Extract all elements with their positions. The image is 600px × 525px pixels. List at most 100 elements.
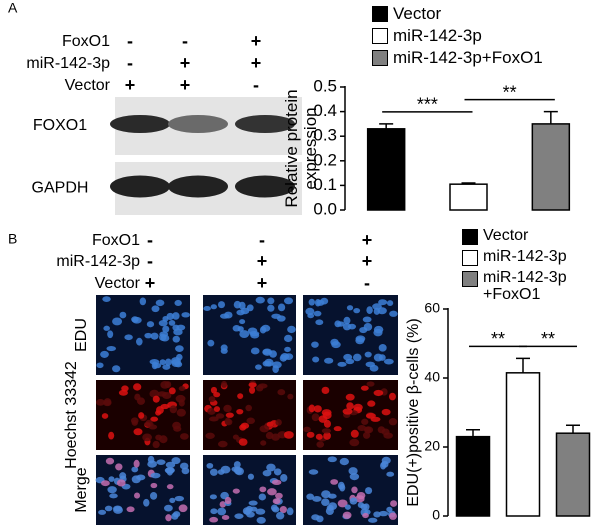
y-axis-label: expression	[301, 107, 320, 189]
bar	[555, 432, 591, 517]
nucleus	[158, 319, 168, 327]
nucleus	[160, 403, 170, 410]
condition-sign: +	[257, 273, 268, 293]
nucleus	[284, 346, 291, 353]
y-tick-label: 0.3	[313, 126, 337, 145]
nucleus	[124, 334, 133, 341]
nucleus	[311, 341, 319, 348]
western-blot	[110, 162, 302, 215]
nucleus	[307, 313, 315, 319]
y-axis-label: EDU(+)positive β-cells (%)	[405, 318, 422, 506]
nucleus	[383, 358, 394, 365]
nucleus	[248, 386, 256, 394]
nucleus	[245, 404, 252, 412]
nucleus	[247, 473, 255, 480]
condition-label: FoxO1	[62, 33, 110, 50]
nucleus	[313, 405, 322, 413]
nucleus	[155, 410, 162, 416]
nucleus	[224, 311, 233, 319]
nucleus	[255, 364, 262, 370]
nucleus	[112, 317, 123, 326]
condition-label: Vector	[95, 275, 141, 292]
nucleus	[109, 493, 118, 499]
nucleus	[315, 319, 324, 326]
nucleus	[349, 497, 358, 505]
nucleus	[277, 389, 286, 396]
nucleus	[259, 425, 270, 433]
nucleus	[261, 324, 271, 332]
nucleus	[345, 358, 355, 365]
nucleus	[102, 296, 111, 302]
nucleus	[260, 440, 267, 446]
nucleus	[232, 325, 241, 332]
image-row-label: EDU	[73, 318, 90, 352]
nucleus	[181, 312, 190, 318]
nucleus	[247, 327, 258, 335]
nucleus	[151, 305, 160, 313]
micrograph	[203, 455, 296, 525]
nucleus	[277, 303, 286, 312]
nucleus	[139, 297, 147, 306]
nucleus	[337, 321, 345, 327]
condition-sign: +	[125, 75, 136, 95]
nucleus	[267, 297, 275, 305]
nucleus	[315, 433, 323, 440]
nucleus	[221, 514, 230, 520]
nucleus	[361, 418, 369, 425]
legend-item: Vector	[372, 5, 543, 23]
nucleus	[113, 505, 123, 512]
legend-swatch	[372, 6, 388, 22]
condition-sign: -	[182, 31, 188, 51]
nucleus	[108, 476, 115, 482]
nucleus	[210, 304, 217, 310]
legend-swatch	[462, 229, 478, 245]
nucleus	[218, 440, 228, 448]
nucleus	[126, 506, 135, 513]
nucleus	[144, 332, 153, 339]
nucleus	[106, 345, 117, 352]
nucleus	[363, 503, 370, 511]
nucleus	[159, 359, 166, 366]
nucleus	[373, 389, 384, 397]
nucleus	[378, 344, 387, 352]
nucleus	[311, 514, 320, 521]
nucleus	[207, 408, 216, 415]
y-tick-label: 0.0	[313, 199, 337, 218]
nucleus	[143, 498, 150, 507]
significance-label: **	[541, 329, 555, 349]
blot-band	[235, 175, 295, 198]
bar	[366, 128, 406, 211]
significance-label: ***	[417, 95, 438, 115]
nucleus	[360, 385, 369, 391]
nucleus	[234, 513, 244, 519]
condition-sign: -	[253, 75, 259, 95]
nucleus	[152, 395, 160, 403]
condition-sign: +	[145, 273, 156, 293]
nucleus	[348, 467, 358, 475]
nucleus	[312, 356, 320, 363]
nucleus	[174, 495, 185, 502]
micrograph	[96, 295, 190, 375]
image-row-label: Hoechst 33342	[63, 361, 80, 469]
nucleus	[115, 463, 123, 471]
blot-band	[235, 115, 295, 133]
nucleus	[383, 432, 393, 439]
nucleus	[150, 491, 158, 500]
condition-sign: -	[147, 230, 153, 250]
nucleus	[267, 304, 275, 312]
nucleus	[248, 382, 257, 388]
nucleus	[96, 362, 104, 369]
nucleus	[107, 486, 117, 494]
nucleus	[342, 408, 353, 415]
condition-sign: -	[364, 273, 370, 293]
legend-item: miR-142-3p	[462, 248, 594, 266]
nucleus	[171, 512, 179, 520]
nucleus	[103, 398, 112, 406]
nucleus	[275, 419, 282, 426]
nucleus	[286, 507, 294, 516]
nucleus	[306, 431, 315, 438]
nucleus	[388, 392, 396, 401]
nucleus	[133, 428, 143, 436]
nucleus	[239, 330, 250, 339]
error-bar	[466, 429, 480, 437]
